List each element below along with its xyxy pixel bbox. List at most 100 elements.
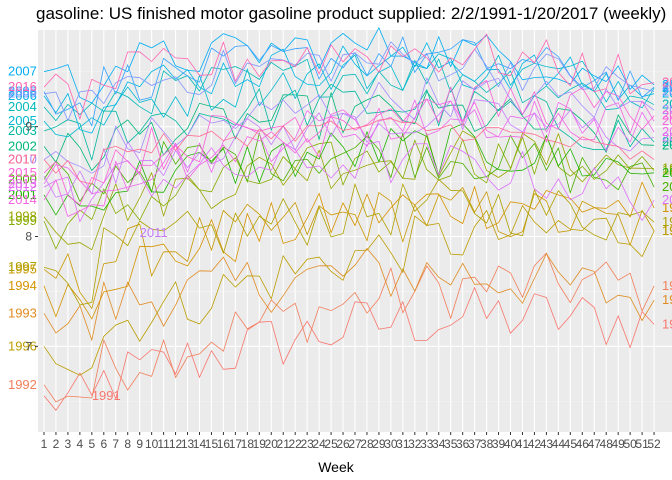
series-end-label: 2011 [662, 130, 672, 145]
x-tick-label: 34 [432, 437, 446, 451]
series-start-label: 1998 [8, 209, 37, 224]
series-start-label: 2016 [8, 79, 37, 94]
series-start-label: 2006 [8, 88, 37, 103]
series-start-label: 2001 [8, 187, 37, 202]
x-tick-label: 19 [253, 437, 267, 451]
series-labels: 1991199119921992199319931994199419951995… [8, 64, 672, 403]
series-end-label: 1995 [662, 223, 672, 238]
series-line-1991 [43, 286, 655, 411]
x-tick-label: 51 [635, 437, 649, 451]
series-end-label: 2005 [662, 80, 672, 95]
series-line-2017 [43, 118, 655, 185]
series-start-label: 2000 [8, 171, 37, 186]
series-end-label: 1997 [662, 214, 672, 229]
series-start-label: 1997 [8, 259, 37, 274]
series-end-label: 2001 [662, 165, 672, 180]
x-tick-label: 15 [205, 437, 219, 451]
series-end-label: 2000 [662, 179, 672, 194]
series-end-label: 2010 [662, 102, 672, 117]
series-start-label: 1991 [92, 388, 121, 403]
x-tick-label: 9 [136, 437, 143, 451]
x-tick-label: 42 [528, 437, 542, 451]
series-line-2001 [43, 123, 655, 216]
x-tick-label: 28 [360, 437, 374, 451]
x-tick-label: 29 [372, 437, 386, 451]
series-end-label: 2009 [662, 84, 672, 99]
series-end-label: 1996 [662, 223, 672, 238]
series-line-2004 [43, 58, 655, 122]
x-tick-label: 27 [348, 437, 362, 451]
series-line-2015 [43, 79, 655, 206]
series-line-2010 [43, 76, 655, 174]
x-tick-label: 16 [217, 437, 231, 451]
y-tick-label: 8 [25, 229, 32, 243]
x-axis-title: Week [318, 459, 354, 475]
x-tick-label: 2 [53, 437, 60, 451]
x-tick-label: 36 [456, 437, 470, 451]
series-line-1993 [43, 247, 655, 342]
x-tick-label: 50 [623, 437, 637, 451]
series-end-label: 2003 [662, 134, 672, 149]
series-line-2003 [43, 83, 655, 162]
x-tick-label: 11 [157, 437, 170, 451]
x-tick-label: 13 [181, 437, 195, 451]
x-tick-label: 20 [265, 437, 279, 451]
series-line-2008 [43, 36, 655, 127]
series-start-label: 2005 [8, 113, 37, 128]
x-tick-label: 46 [576, 437, 590, 451]
x-tick-label: 12 [169, 437, 183, 451]
series-line-2012 [43, 140, 655, 223]
x-tick-label: 21 [277, 437, 291, 451]
series-line-1996 [43, 204, 655, 376]
series-start-label: 2011 [140, 225, 168, 240]
x-tick-label: 1 [41, 437, 48, 451]
series-end-label: 1992 [662, 278, 672, 293]
series-end-label: 2008 [662, 79, 672, 94]
series-end-label: 2006 [662, 86, 672, 101]
series-end-label: 2013 [662, 124, 672, 139]
series-end-label: 1998 [662, 160, 672, 175]
x-tick-label: 38 [480, 437, 494, 451]
series-end-label: 2007 [662, 77, 672, 92]
x-tick-label: 37 [468, 437, 482, 451]
x-tick-label: 18 [241, 437, 255, 451]
series-start-label: 2002 [8, 138, 37, 153]
x-tick-label: 41 [516, 437, 530, 451]
series-start-label: 1995 [8, 261, 37, 276]
series-lines [43, 26, 655, 411]
series-end-label: 1999 [662, 163, 672, 178]
series-line-1992 [43, 252, 655, 403]
x-tick-label: 48 [600, 437, 614, 451]
x-tick-label: 43 [540, 437, 554, 451]
x-tick-label: 14 [193, 437, 207, 451]
series-line-2016 [43, 33, 655, 121]
x-tick-label: 49 [611, 437, 625, 451]
x-tick-label: 39 [492, 437, 506, 451]
series-line-1994 [43, 181, 655, 320]
x-tick-label: 32 [408, 437, 422, 451]
series-start-label: 1996 [8, 338, 37, 353]
series-end-label: 2015 [662, 108, 672, 123]
x-tick-label: 25 [324, 437, 338, 451]
x-tick-label: 31 [396, 437, 410, 451]
x-tick-label: 35 [444, 437, 458, 451]
series-start-label: 2010 [8, 152, 37, 167]
x-tick-label: 33 [420, 437, 434, 451]
series-end-label: 2002 [662, 137, 672, 152]
series-end-label: 2016 [662, 75, 672, 90]
series-start-label: 2013 [8, 176, 37, 191]
x-tick-label: 23 [300, 437, 314, 451]
series-start-label: 1992 [8, 377, 37, 392]
series-end-label: 2004 [662, 97, 672, 112]
series-end-label: 1994 [662, 200, 672, 215]
x-tick-label: 47 [588, 437, 602, 451]
x-tick-label: 6 [100, 437, 107, 451]
series-start-label: 2012 [8, 179, 37, 194]
x-tick-label: 4 [77, 437, 84, 451]
x-tick-label: 10 [145, 437, 159, 451]
series-end-label: 2012 [662, 192, 672, 207]
y-tick-label: 7 [25, 339, 32, 353]
x-tick-label: 7 [112, 437, 119, 451]
